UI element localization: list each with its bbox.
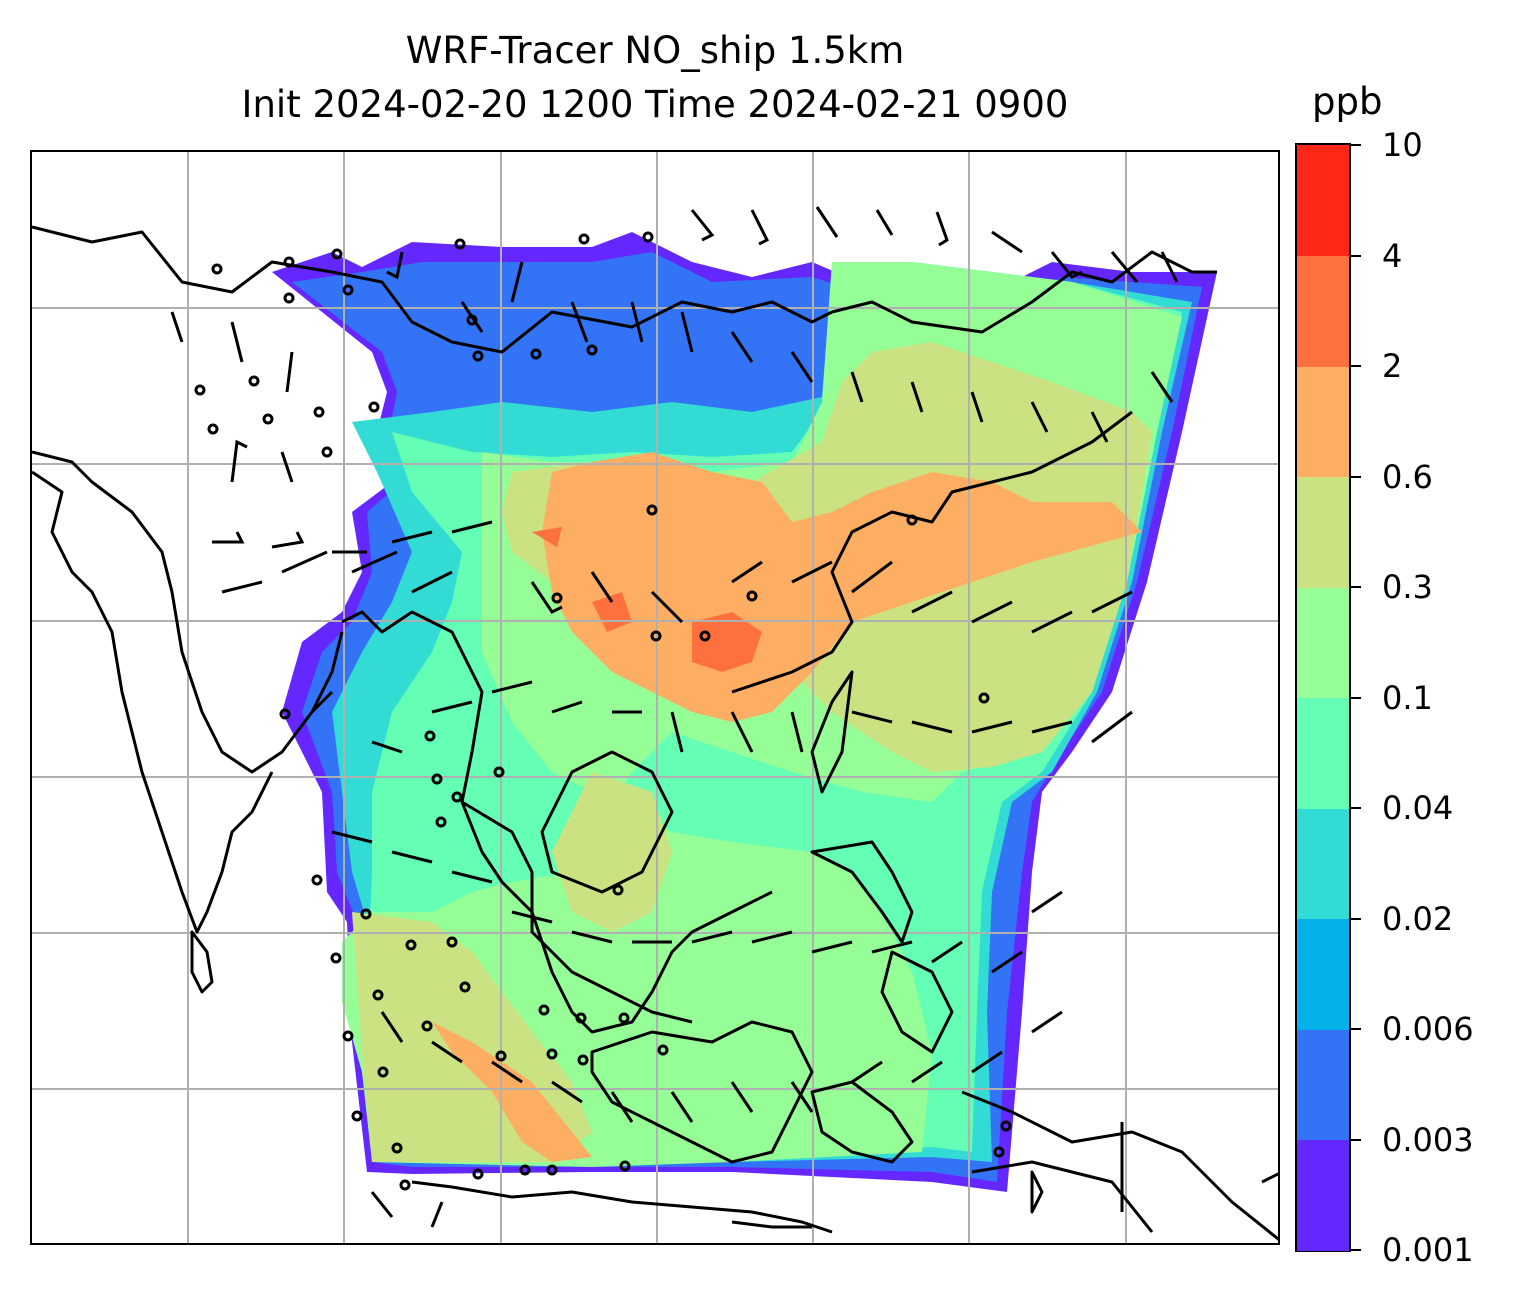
colorbar-tick-label: 4 xyxy=(1382,236,1403,275)
colorbar-tick xyxy=(1351,1249,1361,1251)
calm-wind-markers xyxy=(194,231,1012,1191)
wind-barbs xyxy=(170,206,1179,1228)
colorbar-tick-label: 0.04 xyxy=(1382,789,1454,827)
colorbar-segment xyxy=(1297,587,1349,698)
colorbar-segment xyxy=(1297,697,1349,809)
colorbar-tick-label: 0.1 xyxy=(1382,678,1433,717)
coastlines xyxy=(32,225,1278,1241)
colorbar-segment xyxy=(1297,918,1349,1030)
colorbar-segment xyxy=(1297,808,1349,919)
colorbar-tick xyxy=(1351,365,1361,367)
colorbar-tick xyxy=(1351,696,1361,699)
colorbar-tick xyxy=(1351,254,1361,257)
map-svg xyxy=(32,152,1278,1243)
colorbar-segment xyxy=(1297,1029,1349,1140)
colorbar-tick xyxy=(1351,807,1361,809)
colorbar-segment xyxy=(1297,366,1349,477)
colorbar-tick xyxy=(1351,475,1361,478)
gridlines xyxy=(32,152,1278,1243)
map-title-line1: WRF-Tracer NO_ship 1.5km xyxy=(405,29,905,72)
colorbar-tick-label: 0.6 xyxy=(1382,457,1433,496)
tracer-concentration-field xyxy=(272,232,1217,1192)
map-panel[interactable] xyxy=(30,150,1280,1245)
field-envelope-2 xyxy=(532,527,762,672)
colorbar xyxy=(1295,143,1351,1252)
colorbar-tick xyxy=(1351,1138,1361,1141)
map-title-line2: Init 2024-02-20 1200 Time 2024-02-21 090… xyxy=(241,83,1069,126)
colorbar-segment xyxy=(1297,476,1349,588)
colorbar-tick-label: 0.02 xyxy=(1382,899,1454,938)
colorbar-segment xyxy=(1297,145,1349,256)
colorbar-tick xyxy=(1351,917,1361,920)
colorbar-tick-label: 10 xyxy=(1382,126,1423,164)
colorbar-tick-label: 0.001 xyxy=(1382,1231,1474,1269)
colorbar-unit-label: ppb xyxy=(1312,80,1383,123)
colorbar-tick-label: 2 xyxy=(1382,347,1403,385)
colorbar-tick xyxy=(1351,586,1361,588)
colorbar-tick xyxy=(1351,1028,1361,1030)
colorbar-tick-label: 0.006 xyxy=(1382,1010,1474,1048)
colorbar-tick-label: 0.3 xyxy=(1382,568,1433,606)
colorbar-segment xyxy=(1297,255,1349,367)
colorbar-segment xyxy=(1297,1139,1349,1251)
colorbar-tick-label: 0.003 xyxy=(1382,1120,1474,1159)
colorbar-tick xyxy=(1351,144,1361,146)
